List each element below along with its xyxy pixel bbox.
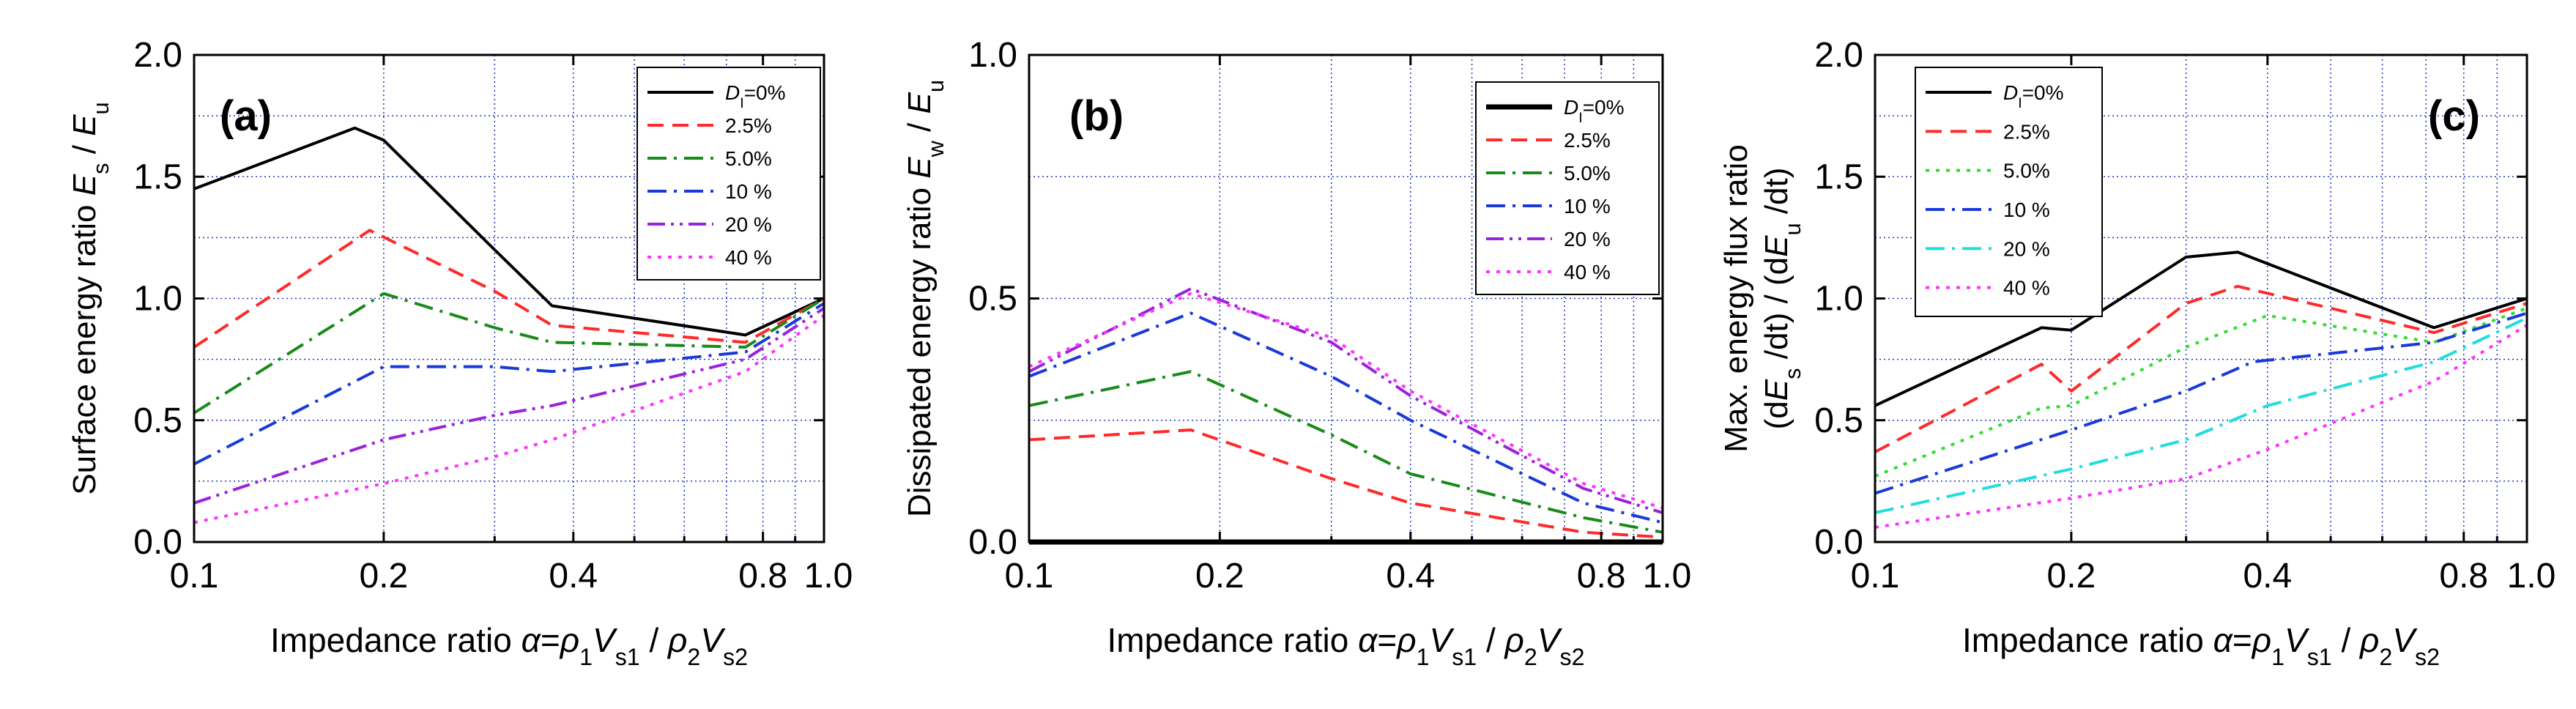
y-axis-label-line1: Max. energy flux ratio [1718, 144, 1754, 453]
series-line-10 [1028, 311, 1663, 524]
y-axis-label: Dissipated energy ratio Ew / Eu [902, 80, 949, 517]
legend-label: DI=0% [2003, 81, 2064, 111]
x-tick-label: 0.4 [549, 557, 598, 595]
legend-label: 5.0% [2003, 160, 2050, 182]
panel-b: 0.1 0.2 0.4 0.8 1.0 0.0 0.5 1.0 Impedance ratio … [902, 36, 1691, 670]
legend-label: 5.0% [725, 147, 772, 170]
y-tick-label: 1.0 [133, 280, 182, 319]
panel-label: (a) [220, 92, 272, 140]
series-line-50 [1028, 370, 1663, 534]
series-line-di0 [1874, 250, 2528, 407]
y-tick-label: 0.0 [133, 523, 182, 562]
y-tick-label: 0.5 [133, 401, 182, 440]
y-tick-label: 0.5 [968, 280, 1017, 319]
legend-label: 10 % [1564, 195, 1611, 218]
legend-label: 20 % [1564, 228, 1611, 250]
legend-box [636, 67, 821, 281]
x-tick-label: 0.4 [1386, 557, 1435, 595]
series-line-25 [1874, 284, 2528, 453]
legend-label: 20 % [2003, 237, 2050, 260]
x-tick-label: 0.2 [360, 557, 409, 595]
legend-label: 2.5% [725, 114, 772, 137]
legend-label: 10 % [725, 180, 772, 203]
legend-label: 40 % [2003, 277, 2050, 300]
x-tick-label: 0.8 [1577, 557, 1626, 595]
series-line-10 [193, 302, 825, 466]
series-line-50 [193, 292, 825, 415]
legend-label: DI=0% [725, 81, 786, 111]
x-tick-label: 0.8 [738, 557, 787, 595]
legend-label: 20 % [725, 213, 772, 236]
series-line-50 [1874, 306, 2528, 478]
panel-a: 0.1 0.2 0.4 0.8 1.0 0.0 0.5 1.0 1.5 2.0 Impedance … [67, 36, 853, 670]
legend-label: 5.0% [1564, 162, 1611, 185]
panel-label: (b) [1069, 92, 1124, 140]
y-tick-label: 1.5 [133, 157, 182, 196]
series-line-40 [1874, 324, 2528, 529]
legend-label: 10 % [2003, 198, 2050, 221]
series-line-20 [193, 307, 825, 505]
x-tick-label: 0.1 [1005, 557, 1054, 595]
y-tick-label: 0.5 [1814, 401, 1863, 440]
series-line-20 [1874, 316, 2528, 515]
x-tick-label: 0.1 [170, 557, 219, 595]
y-tick-label: 2.0 [133, 36, 182, 75]
y-axis-label-line2: (dEs /dt) / (dEu /dt) [1759, 168, 1805, 430]
legend-label: 40 % [1564, 261, 1611, 283]
panel-label: (c) [2428, 92, 2480, 140]
x-tick-label: 0.1 [1851, 557, 1900, 595]
legend: DI=0% 2.5% 5.0% 10 % 20 % 40 % [1915, 67, 2103, 317]
x-tick-label: 1.0 [1643, 557, 1692, 595]
x-tick-label: 0.8 [2439, 557, 2488, 595]
series-line-25 [1028, 428, 1663, 539]
y-tick-label: 0.0 [1814, 523, 1863, 562]
x-tick-label: 1.0 [2507, 557, 2556, 595]
y-tick-label: 0.0 [968, 523, 1017, 562]
series-line-di0 [193, 126, 825, 337]
x-tick-label: 1.0 [804, 557, 853, 595]
x-tick-label: 0.2 [1195, 557, 1244, 595]
legend-box [1475, 81, 1660, 295]
legend-label: 40 % [725, 246, 772, 269]
x-tick-label: 0.2 [2047, 557, 2096, 595]
legend: DI=0% 2.5% 5.0% 10 % 20 % 40 % [1475, 81, 1660, 295]
series-line-10 [1874, 311, 2528, 495]
legend-label: DI=0% [1564, 96, 1625, 126]
series-line-20 [1028, 287, 1663, 515]
x-axis-label: Impedance ratio α=ρ1Vs1 / ρ2Vs2 [1962, 621, 2440, 670]
x-axis-label: Impedance ratio α=ρ1Vs1 / ρ2Vs2 [270, 621, 748, 670]
y-axis-label: Surface energy ratio Es / Eu [67, 102, 114, 494]
x-axis-label: Impedance ratio α=ρ1Vs1 / ρ2Vs2 [1107, 621, 1584, 670]
series-line-40 [1028, 292, 1663, 510]
x-tick-label: 0.4 [2243, 557, 2292, 595]
y-tick-label: 2.0 [1814, 36, 1863, 75]
legend-label: 2.5% [2003, 120, 2050, 143]
y-tick-label: 1.5 [1814, 157, 1863, 196]
panel-c: 0.1 0.2 0.4 0.8 1.0 0.0 0.5 1.0 1.5 2.0 Impedance … [1718, 36, 2555, 670]
y-tick-label: 1.0 [1814, 280, 1863, 319]
y-tick-label: 1.0 [968, 36, 1017, 75]
legend: DI=0% 2.5% 5.0% 10 % 20 % 40 % [636, 67, 821, 281]
legend-box [1915, 67, 2103, 317]
series-line-25 [193, 229, 825, 349]
legend-label: 2.5% [1564, 129, 1611, 152]
